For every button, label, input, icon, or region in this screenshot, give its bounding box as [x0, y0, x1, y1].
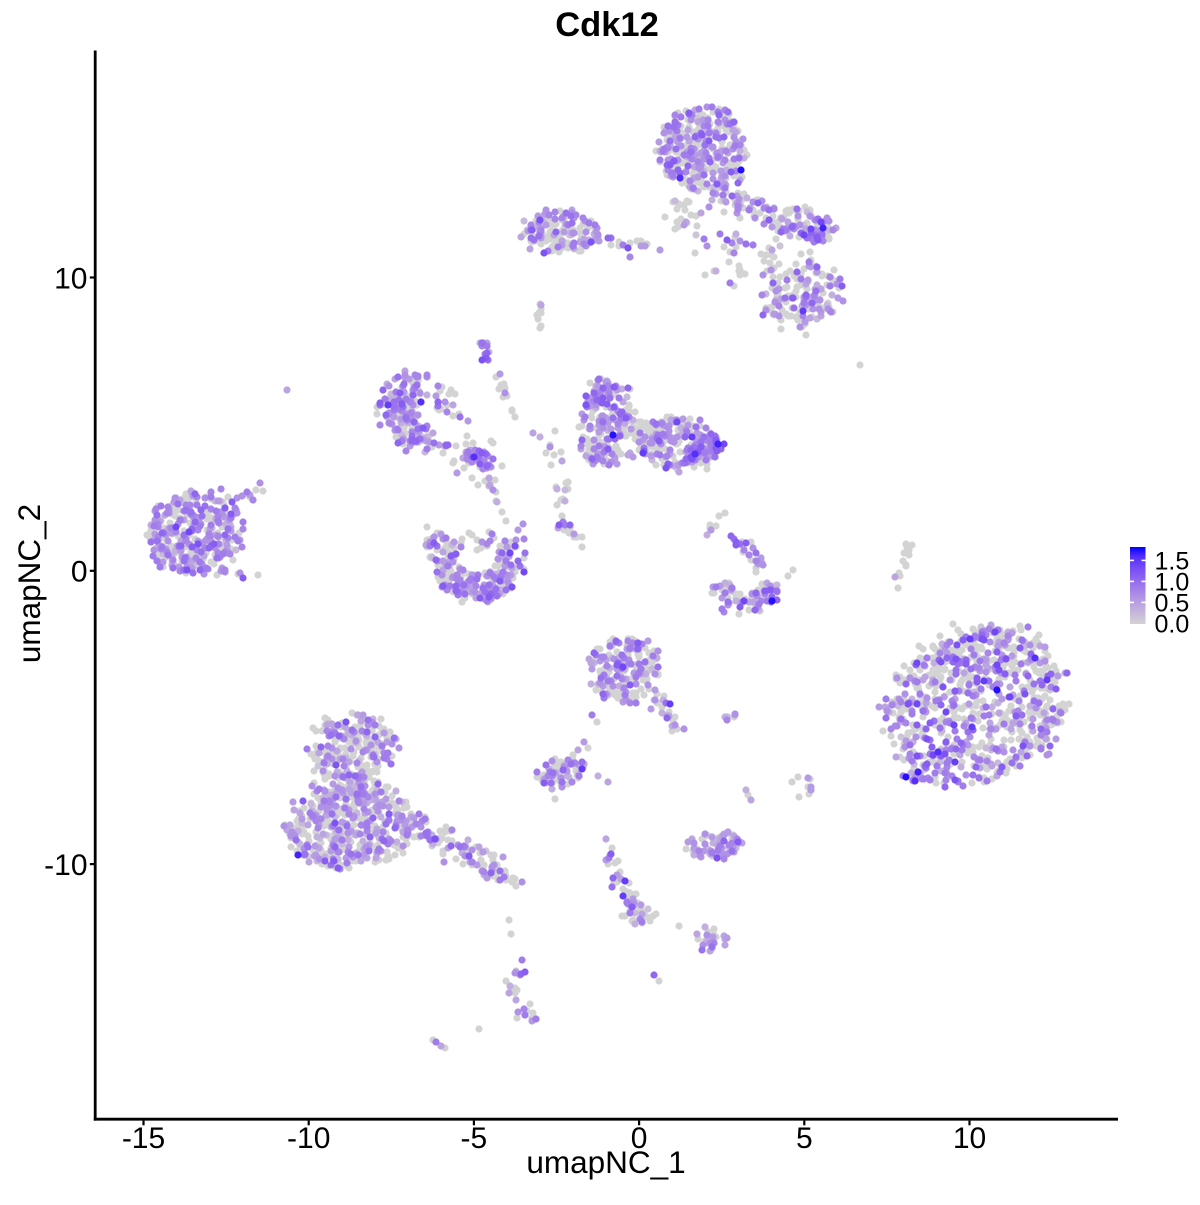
svg-text:10: 10 [54, 262, 87, 295]
svg-text:umapNC_2: umapNC_2 [11, 504, 47, 663]
svg-text:umapNC_1: umapNC_1 [526, 1144, 685, 1180]
svg-text:-10: -10 [44, 849, 87, 882]
svg-text:-10: -10 [287, 1122, 330, 1155]
svg-text:0: 0 [631, 1122, 648, 1155]
svg-text:Cdk12: Cdk12 [555, 6, 659, 44]
svg-text:0: 0 [71, 556, 88, 589]
svg-text:5: 5 [796, 1122, 813, 1155]
svg-text:10: 10 [953, 1122, 986, 1155]
svg-text:1.5: 1.5 [1155, 548, 1190, 576]
svg-text:-15: -15 [122, 1122, 165, 1155]
svg-text:1.0: 1.0 [1155, 569, 1190, 597]
svg-text:-5: -5 [461, 1122, 488, 1155]
svg-text:0.5: 0.5 [1155, 590, 1190, 618]
svg-text:0.0: 0.0 [1155, 611, 1190, 639]
